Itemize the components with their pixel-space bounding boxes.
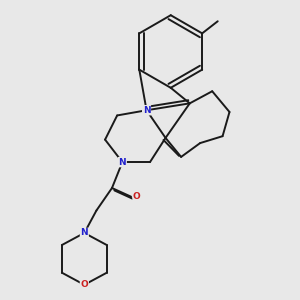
Text: N: N — [118, 158, 126, 166]
Text: N: N — [143, 106, 150, 115]
Text: O: O — [80, 280, 88, 289]
Text: N: N — [80, 228, 88, 237]
Text: O: O — [133, 192, 141, 201]
